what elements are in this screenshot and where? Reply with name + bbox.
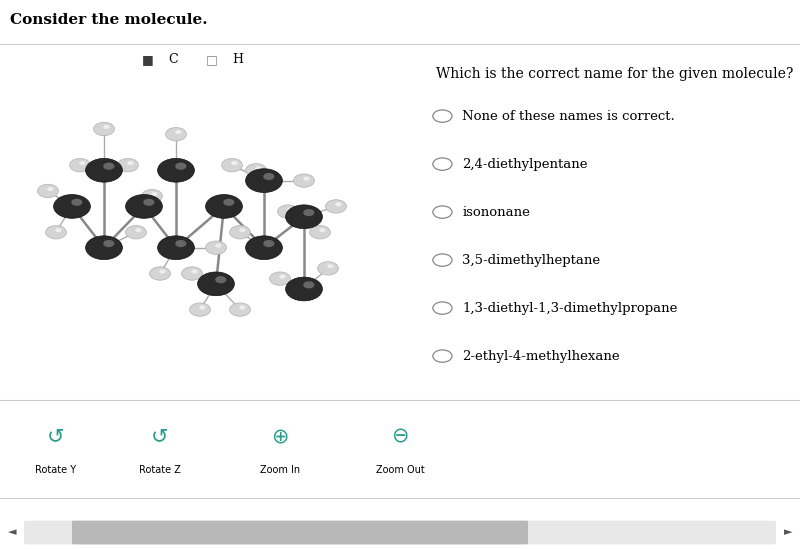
Circle shape	[142, 189, 162, 203]
Text: None of these names is correct.: None of these names is correct.	[462, 110, 675, 122]
Circle shape	[79, 161, 86, 165]
Circle shape	[199, 305, 206, 310]
Circle shape	[433, 302, 452, 314]
Text: Rotate Z: Rotate Z	[139, 464, 181, 475]
Circle shape	[318, 262, 338, 275]
Circle shape	[159, 270, 166, 273]
Text: ⊕: ⊕	[271, 426, 289, 446]
Text: ↺: ↺	[47, 426, 65, 446]
Text: ◄: ◄	[8, 528, 16, 537]
Text: ■: ■	[142, 53, 154, 66]
Text: Rotate Y: Rotate Y	[35, 464, 77, 475]
Circle shape	[135, 228, 142, 232]
Circle shape	[335, 202, 342, 206]
Circle shape	[103, 163, 114, 170]
Circle shape	[55, 228, 62, 232]
Circle shape	[263, 173, 274, 180]
FancyBboxPatch shape	[72, 520, 528, 545]
Circle shape	[103, 240, 114, 247]
Circle shape	[278, 205, 298, 219]
Circle shape	[230, 303, 250, 316]
Circle shape	[86, 236, 122, 260]
Circle shape	[326, 200, 346, 213]
Circle shape	[215, 244, 222, 248]
Text: H: H	[232, 53, 243, 66]
Circle shape	[206, 194, 242, 219]
Circle shape	[246, 236, 282, 260]
Circle shape	[143, 199, 154, 206]
Circle shape	[433, 206, 452, 219]
Circle shape	[103, 125, 110, 129]
Circle shape	[303, 209, 314, 216]
Circle shape	[246, 164, 266, 177]
Circle shape	[190, 303, 210, 316]
Text: 3,5-dimethylheptane: 3,5-dimethylheptane	[462, 254, 601, 267]
Circle shape	[327, 264, 334, 268]
Circle shape	[47, 187, 54, 191]
Circle shape	[279, 274, 286, 279]
Circle shape	[294, 174, 314, 187]
Text: 2-ethyl-4-methylhexane: 2-ethyl-4-methylhexane	[462, 350, 620, 362]
Circle shape	[46, 226, 66, 239]
Text: isononane: isononane	[462, 206, 530, 219]
Circle shape	[239, 228, 246, 232]
Circle shape	[71, 199, 82, 206]
Circle shape	[54, 194, 90, 219]
Circle shape	[223, 199, 234, 206]
Circle shape	[86, 159, 122, 182]
Circle shape	[222, 159, 242, 172]
Circle shape	[263, 240, 274, 247]
Circle shape	[433, 254, 452, 266]
FancyBboxPatch shape	[24, 520, 776, 545]
Circle shape	[310, 226, 330, 239]
Text: ►: ►	[784, 528, 792, 537]
Circle shape	[433, 110, 452, 122]
Circle shape	[270, 272, 290, 285]
Circle shape	[182, 267, 202, 280]
Circle shape	[70, 159, 90, 172]
Circle shape	[239, 305, 246, 310]
Text: Zoom In: Zoom In	[260, 464, 300, 475]
Circle shape	[303, 176, 310, 181]
Circle shape	[230, 226, 250, 239]
Circle shape	[118, 159, 138, 172]
Circle shape	[94, 122, 114, 136]
Circle shape	[151, 192, 158, 196]
Circle shape	[175, 240, 186, 247]
Text: Zoom Out: Zoom Out	[376, 464, 424, 475]
Text: C: C	[168, 53, 178, 66]
Circle shape	[126, 226, 146, 239]
Circle shape	[126, 194, 162, 219]
Circle shape	[433, 158, 452, 170]
Circle shape	[246, 169, 282, 193]
Text: 2,4-diethylpentane: 2,4-diethylpentane	[462, 158, 588, 171]
Text: □: □	[206, 53, 218, 66]
Circle shape	[175, 130, 182, 134]
Circle shape	[215, 276, 226, 283]
Circle shape	[286, 205, 322, 228]
Text: 1,3-diethyl-1,3-dimethylpropane: 1,3-diethyl-1,3-dimethylpropane	[462, 301, 678, 315]
Circle shape	[286, 277, 322, 301]
Circle shape	[433, 350, 452, 362]
Circle shape	[175, 163, 186, 170]
Circle shape	[127, 161, 134, 165]
Circle shape	[38, 184, 58, 198]
Circle shape	[150, 267, 170, 280]
Text: Consider the molecule.: Consider the molecule.	[10, 13, 207, 27]
Text: ↺: ↺	[151, 426, 169, 446]
Circle shape	[158, 236, 194, 260]
Text: Which is the correct name for the given molecule?: Which is the correct name for the given …	[436, 67, 794, 81]
Circle shape	[191, 270, 198, 273]
Text: ⊖: ⊖	[391, 426, 409, 446]
Circle shape	[231, 161, 238, 165]
Circle shape	[198, 272, 234, 296]
Circle shape	[158, 159, 194, 182]
Circle shape	[255, 166, 262, 170]
Circle shape	[206, 241, 226, 254]
Circle shape	[166, 127, 186, 141]
Circle shape	[303, 281, 314, 288]
Circle shape	[287, 208, 294, 211]
Circle shape	[319, 228, 326, 232]
